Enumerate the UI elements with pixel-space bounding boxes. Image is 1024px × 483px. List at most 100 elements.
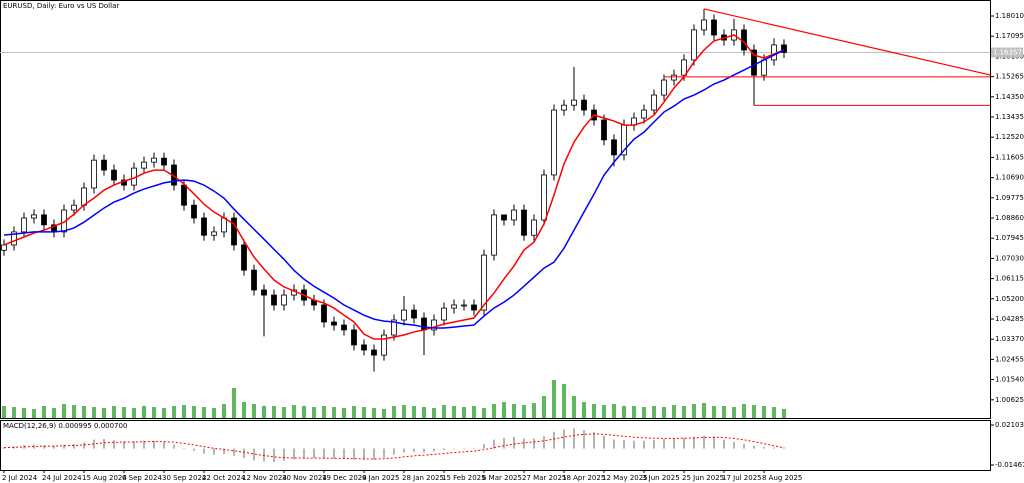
y-tick-label: 1.06115 xyxy=(995,275,1024,283)
volume-bar xyxy=(382,409,386,418)
volume-bar xyxy=(242,402,246,418)
volume-bar xyxy=(322,406,326,418)
macd-bar xyxy=(363,448,365,460)
candle-body xyxy=(771,44,777,61)
candle-body xyxy=(211,231,217,236)
candle-body xyxy=(751,49,757,76)
macd-bar xyxy=(33,444,35,449)
macd-bar xyxy=(663,439,665,449)
volume-bar xyxy=(552,380,556,418)
macd-bar xyxy=(233,448,235,456)
macd-bar xyxy=(223,448,225,455)
macd-bar xyxy=(243,448,245,459)
volume-bar xyxy=(472,406,476,418)
macd-bar xyxy=(43,445,45,449)
candle-body xyxy=(581,99,587,111)
candle-body xyxy=(261,289,267,296)
macd-bar xyxy=(103,439,105,449)
macd-bar xyxy=(73,444,75,449)
volume-bar xyxy=(32,409,36,418)
volume-bar xyxy=(572,396,576,418)
macd-bar xyxy=(293,448,295,460)
y-tick-label: 1.13435 xyxy=(995,113,1024,121)
volume-bar xyxy=(742,404,746,418)
macd-bar xyxy=(343,448,345,459)
volume-bar xyxy=(732,407,736,418)
x-tick-label: 17 Jul 2025 xyxy=(722,474,762,482)
macd-bar xyxy=(433,448,435,452)
candle-body xyxy=(241,244,247,271)
macd-bar xyxy=(133,441,135,449)
y-tick-label: 1.08860 xyxy=(995,214,1024,222)
macd-bar xyxy=(713,436,715,449)
volume-bar xyxy=(462,407,466,418)
candle-body xyxy=(551,109,557,176)
macd-bar xyxy=(473,448,475,450)
volume-bar xyxy=(52,408,56,418)
macd-bar xyxy=(633,440,635,449)
x-tick-label: 2 Jul 2024 xyxy=(2,474,38,482)
macd-bar xyxy=(163,441,165,449)
volume-bar xyxy=(782,409,786,418)
candle-body xyxy=(271,294,277,306)
macd-bar xyxy=(323,448,325,459)
volume-bar xyxy=(92,407,96,418)
candle-body xyxy=(101,159,107,171)
candle-body xyxy=(511,209,517,221)
y-tick-label: 1.01540 xyxy=(995,376,1024,384)
volume-bar xyxy=(752,405,756,418)
macd-bar xyxy=(503,437,505,449)
macd-bar xyxy=(703,435,705,449)
plot-layer: 1.180101.170951.161801.152651.143501.134… xyxy=(0,8,1024,482)
candle-body xyxy=(401,309,407,321)
macd-bar xyxy=(753,445,755,449)
macd-bar xyxy=(543,436,545,449)
y-tick-label: 1.03370 xyxy=(995,335,1024,343)
volume-bar xyxy=(592,404,596,418)
candle-body xyxy=(31,214,37,219)
candle-body xyxy=(161,157,167,166)
candle-body xyxy=(691,29,697,61)
x-tick-label: 27 Mar 2025 xyxy=(522,474,566,482)
candle-body xyxy=(481,254,487,311)
volume-bar xyxy=(342,408,346,418)
volume-bar xyxy=(222,404,226,418)
macd-bar xyxy=(383,448,385,458)
candle-body xyxy=(221,217,227,233)
macd-bar xyxy=(153,440,155,449)
moving-average xyxy=(3,34,785,340)
volume-bar xyxy=(622,406,626,418)
macd-title: MACD(12,26,9) 0.000995 0.000700 xyxy=(3,422,127,430)
candle-body xyxy=(11,231,17,246)
volume-bar xyxy=(102,408,106,418)
volume-bar xyxy=(332,407,336,418)
candle-body xyxy=(341,324,347,331)
macd-bar xyxy=(193,448,195,451)
volume-bar xyxy=(72,405,76,418)
y-tick-label: 1.05200 xyxy=(995,295,1024,303)
macd-bar xyxy=(353,448,355,460)
macd-bar xyxy=(373,448,375,460)
volume-bar xyxy=(82,406,86,418)
candle-body xyxy=(461,304,467,307)
macd-bar xyxy=(603,435,605,449)
y-tick-label: 1.12520 xyxy=(995,133,1024,141)
volume-bar xyxy=(502,402,506,418)
candle-body xyxy=(281,294,287,306)
y-tick-label: 0.021036 xyxy=(995,421,1024,429)
volume-bar xyxy=(392,406,396,418)
y-tick-label: 1.18010 xyxy=(995,12,1024,20)
volume-bar xyxy=(282,407,286,418)
volume-bar xyxy=(162,408,166,418)
macd-bar xyxy=(533,438,535,449)
volume-bar xyxy=(252,404,256,418)
volume-bar xyxy=(682,406,686,418)
x-tick-label: 12 May 2025 xyxy=(602,474,648,482)
candle-body xyxy=(681,59,687,76)
candle-body xyxy=(201,217,207,236)
macd-bar xyxy=(413,448,415,452)
volume-bar xyxy=(202,407,206,418)
volume-bar xyxy=(182,405,186,418)
candle-body xyxy=(111,169,117,181)
x-tick-label: 24 Jul 2024 xyxy=(42,474,82,482)
